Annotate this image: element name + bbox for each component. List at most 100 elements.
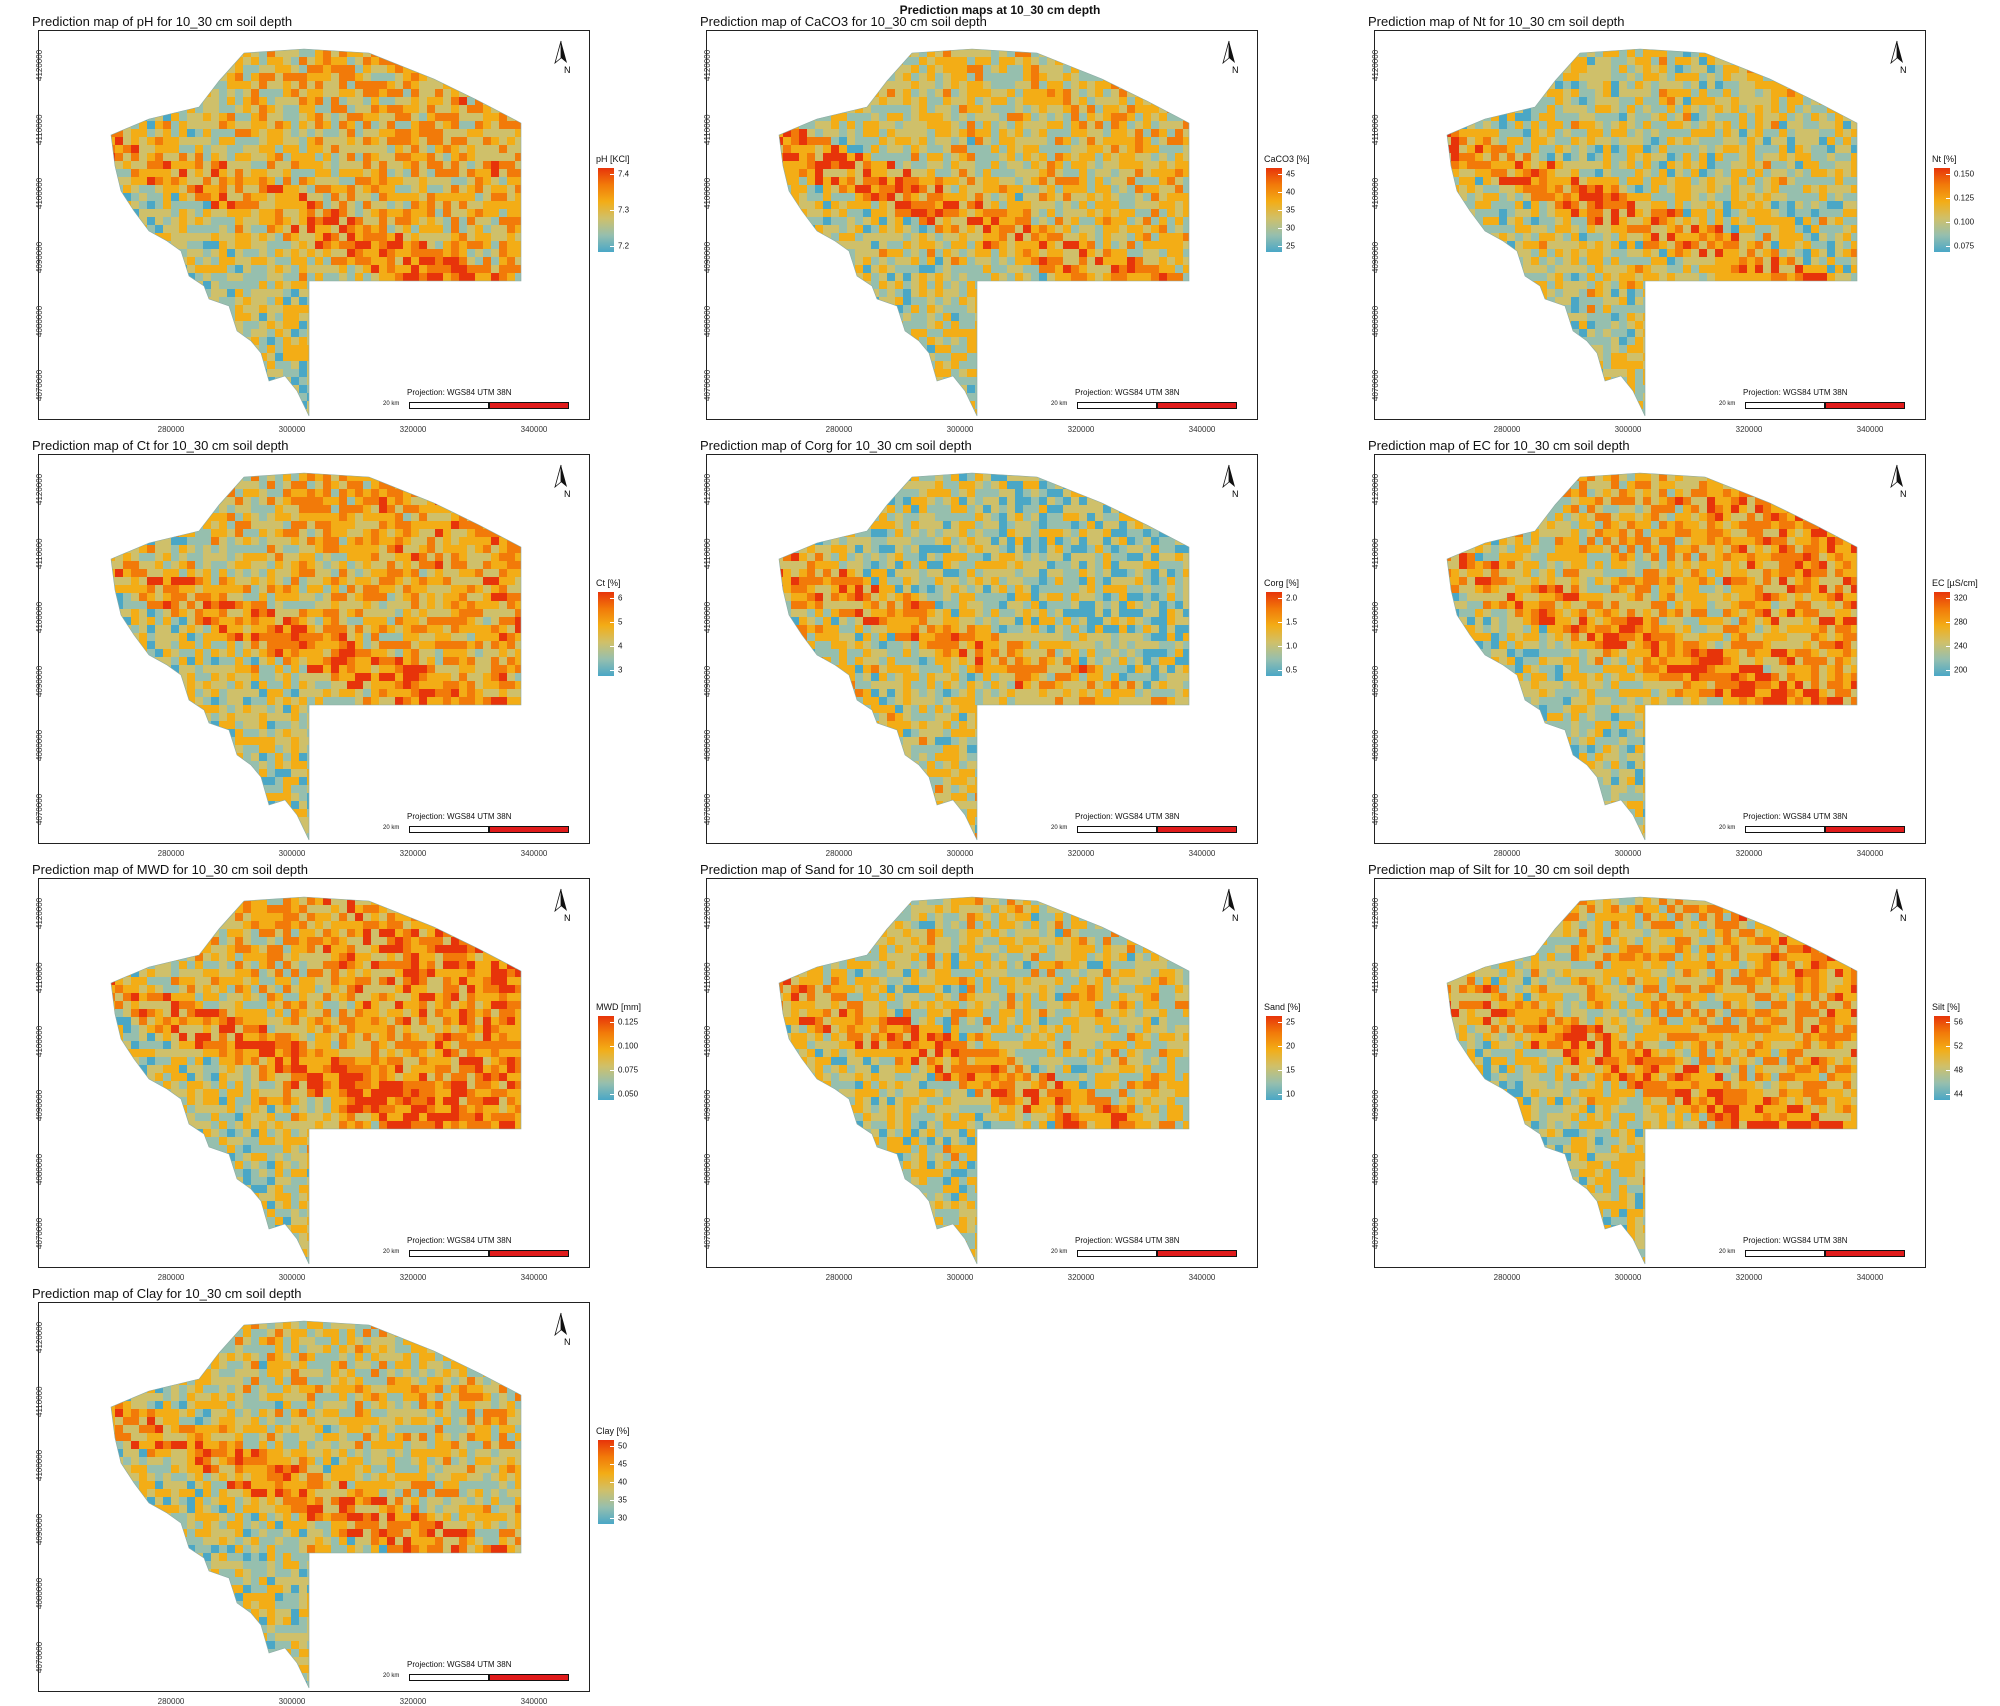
scale-label: 20 km	[383, 1249, 399, 1255]
x-tick-label: 300000	[947, 1273, 974, 1282]
map-frame: N Projection: WGS84 UTM 38N 20 km 4120000 41…	[706, 30, 1258, 420]
legend-label: 0.5	[1286, 666, 1297, 675]
y-tick-label: 4100000	[703, 178, 712, 209]
y-tick-label: 4120000	[703, 50, 712, 81]
x-tick-label: 340000	[521, 1273, 548, 1282]
y-tick-label: 4110000	[703, 114, 712, 145]
svg-text:N: N	[564, 65, 571, 75]
north-arrow-icon: N	[549, 1311, 573, 1347]
x-tick-label: 300000	[947, 849, 974, 858]
y-tick-label: 4110000	[1371, 962, 1380, 993]
x-tick-label: 340000	[1189, 1273, 1216, 1282]
legend-label: 280	[1954, 618, 1967, 627]
legend-label: 0.125	[1954, 194, 1974, 203]
y-tick-label: 4120000	[35, 898, 44, 929]
legend-colorbar	[1266, 592, 1282, 676]
north-arrow-icon: N	[549, 39, 573, 75]
y-tick-label: 4110000	[703, 538, 712, 569]
legend-label: 50	[618, 1442, 627, 1451]
y-tick-label: 4090000	[703, 242, 712, 273]
y-tick-label: 4100000	[1371, 602, 1380, 633]
y-tick-label: 4080000	[1371, 730, 1380, 761]
y-tick-label: 4080000	[1371, 1154, 1380, 1185]
legend-colorbar	[598, 592, 614, 676]
x-tick-label: 320000	[1736, 425, 1763, 434]
legend-label: 35	[1286, 206, 1295, 215]
legend-title: Corg [%]	[1264, 578, 1299, 588]
raster-map	[1375, 455, 1927, 845]
map-panel-ph: Prediction map of pH for 10_30 cm soil d…	[20, 12, 680, 432]
legend-label: 30	[1286, 224, 1295, 233]
y-tick-label: 4080000	[35, 306, 44, 337]
x-tick-label: 300000	[1615, 849, 1642, 858]
y-tick-label: 4110000	[1371, 538, 1380, 569]
scale-label: 20 km	[1051, 825, 1067, 831]
north-arrow-icon: N	[1217, 39, 1241, 75]
projection-label: Projection: WGS84 UTM 38N	[1743, 812, 1847, 821]
legend-label: 10	[1286, 1090, 1295, 1099]
legend-label: 7.4	[618, 170, 629, 179]
y-tick-label: 4090000	[1371, 242, 1380, 273]
y-tick-label: 4070000	[1371, 370, 1380, 401]
y-tick-label: 4100000	[35, 1026, 44, 1057]
legend-colorbar	[598, 1016, 614, 1100]
scale-label: 20 km	[383, 825, 399, 831]
legend-colorbar	[1934, 1016, 1950, 1100]
map-panel-nt: Prediction map of Nt for 10_30 cm soil d…	[1356, 12, 2000, 432]
legend-label: 40	[618, 1478, 627, 1487]
x-tick-label: 320000	[1068, 425, 1095, 434]
panel-title: Prediction map of pH for 10_30 cm soil d…	[32, 14, 292, 29]
north-arrow-icon: N	[549, 887, 573, 923]
scale-bar: 20 km	[409, 1674, 569, 1682]
y-tick-label: 4100000	[1371, 1026, 1380, 1057]
legend-label: 48	[1954, 1066, 1963, 1075]
scale-bar: 20 km	[1745, 402, 1905, 410]
y-tick-label: 4090000	[1371, 1090, 1380, 1121]
panel-title: Prediction map of Silt for 10_30 cm soil…	[1368, 862, 1630, 877]
x-tick-label: 340000	[1189, 425, 1216, 434]
y-tick-label: 4090000	[1371, 666, 1380, 697]
scale-bar: 20 km	[409, 402, 569, 410]
x-tick-label: 300000	[279, 425, 306, 434]
legend-colorbar	[1934, 592, 1950, 676]
y-tick-label: 4080000	[1371, 306, 1380, 337]
projection-label: Projection: WGS84 UTM 38N	[1075, 388, 1179, 397]
raster-map	[1375, 31, 1927, 421]
projection-label: Projection: WGS84 UTM 38N	[407, 388, 511, 397]
legend-label: 0.150	[1954, 170, 1974, 179]
projection-label: Projection: WGS84 UTM 38N	[407, 812, 511, 821]
legend-label: 1.5	[1286, 618, 1297, 627]
y-tick-label: 4120000	[35, 474, 44, 505]
raster-map	[1375, 879, 1927, 1269]
x-tick-label: 320000	[1068, 1273, 1095, 1282]
legend-label: 1.0	[1286, 642, 1297, 651]
x-tick-label: 320000	[1068, 849, 1095, 858]
scale-bar: 20 km	[1745, 826, 1905, 834]
legend-title: Silt [%]	[1932, 1002, 1960, 1012]
legend-title: pH [KCl]	[596, 154, 630, 164]
north-arrow-icon: N	[1885, 463, 1909, 499]
north-arrow-icon: N	[1217, 887, 1241, 923]
y-tick-label: 4100000	[35, 1450, 44, 1481]
legend-label: 7.3	[618, 206, 629, 215]
map-panel-clay: Prediction map of Clay for 10_30 cm soil…	[20, 1284, 680, 1704]
y-tick-label: 4080000	[35, 1578, 44, 1609]
y-tick-label: 4110000	[35, 1386, 44, 1417]
x-tick-label: 320000	[1736, 849, 1763, 858]
scale-label: 20 km	[1051, 401, 1067, 407]
y-tick-label: 4080000	[703, 730, 712, 761]
x-tick-label: 340000	[1857, 849, 1884, 858]
scale-label: 20 km	[1719, 1249, 1735, 1255]
y-tick-label: 4080000	[703, 306, 712, 337]
x-tick-label: 340000	[521, 849, 548, 858]
panel-title: Prediction map of Ct for 10_30 cm soil d…	[32, 438, 289, 453]
y-tick-label: 4110000	[35, 538, 44, 569]
raster-map	[39, 455, 591, 845]
